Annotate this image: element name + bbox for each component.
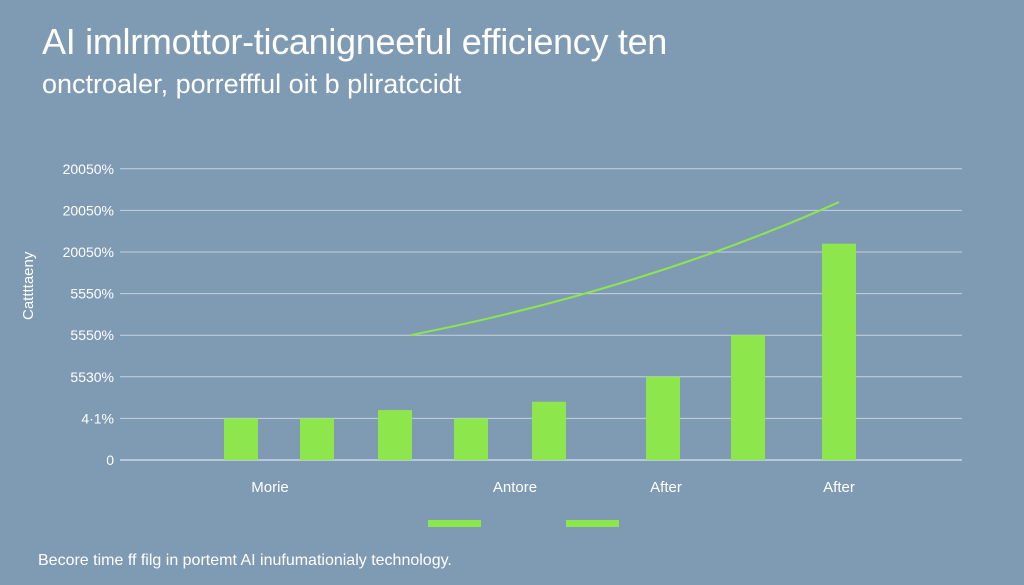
y-tick-label: 20050% [63, 244, 114, 260]
x-category-label: Morie [251, 479, 289, 496]
legend-swatch [566, 520, 619, 527]
y-tick-label: 20050% [63, 202, 114, 218]
legend [428, 520, 619, 527]
footer-caption: Becore time ff filg in portemt AI inufum… [38, 552, 452, 569]
y-tick-label: 0 [106, 452, 114, 468]
y-tick-label: 5530% [70, 369, 114, 385]
x-category-label: Antore [493, 479, 537, 496]
trend-line [410, 201, 840, 337]
x-category-labels: Morie Antore After After [251, 479, 855, 496]
y-tick-label: 5550% [70, 327, 114, 343]
bars [224, 243, 856, 460]
bar [300, 418, 334, 460]
bar [646, 376, 680, 460]
legend-swatch [428, 520, 481, 527]
chart-subtitle: onctroaler, porreffful oit b pliratccidt [42, 69, 462, 99]
bar [532, 401, 566, 460]
chart-title: AI imlrmottor-ticanigneeful efficiency t… [42, 21, 668, 62]
bar [454, 418, 488, 460]
bar [378, 410, 412, 460]
bar [822, 243, 856, 460]
trend-line-group [410, 201, 840, 337]
y-tick-label: 20050% [63, 161, 114, 177]
x-category-label: After [650, 479, 682, 496]
y-tick-labels: 0 4·1% 5530% 5550% 5550% 20050% 20050% 20050% [63, 161, 115, 468]
x-category-label: After [823, 479, 855, 496]
y-tick-label: 5550% [70, 286, 114, 302]
y-tick-label: 4·1% [81, 410, 114, 426]
bar [224, 418, 258, 460]
bar [731, 335, 765, 460]
